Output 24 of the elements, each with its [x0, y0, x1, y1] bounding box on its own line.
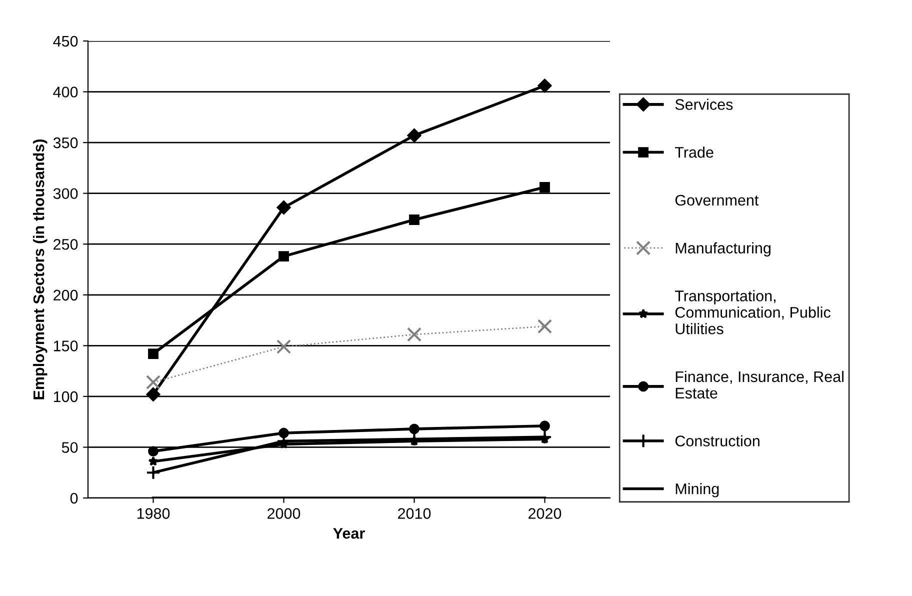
y-tick-label: 50	[62, 442, 78, 453]
y-tick-label: 300	[53, 188, 78, 200]
y-tick-label: 0	[70, 492, 78, 504]
y-tick-label: 200	[54, 290, 78, 301]
y-axis-title: Employment Sectors (in thousands)	[32, 140, 48, 400]
legend-label: Finance, Insurance, Real Estate	[676, 370, 844, 399]
legend-label: Services	[675, 98, 733, 110]
x-tick-label: 2010	[398, 508, 431, 519]
y-tick-label: 400	[53, 86, 78, 98]
legend-label: Mining	[676, 483, 719, 498]
x-axis-title: Year	[333, 528, 365, 539]
y-tick-label: 350	[53, 137, 78, 148]
x-tick-label: 2020	[528, 508, 562, 519]
y-tick-label: 100	[54, 391, 78, 402]
text: Government	[675, 194, 759, 206]
legend-label: Transportation, Communication, Public Utilities	[674, 290, 830, 334]
y-tick-label: 250	[54, 238, 78, 250]
legend-label: Construction	[675, 435, 760, 446]
x-tick-label: 2000	[268, 508, 300, 519]
y-tick-label: 450	[53, 36, 78, 47]
legend-label: Manufacturing	[676, 242, 770, 257]
y-tick-label: 150	[54, 340, 78, 352]
legend-label: Trade	[674, 146, 714, 158]
x-tick-label: 1980	[137, 508, 170, 519]
